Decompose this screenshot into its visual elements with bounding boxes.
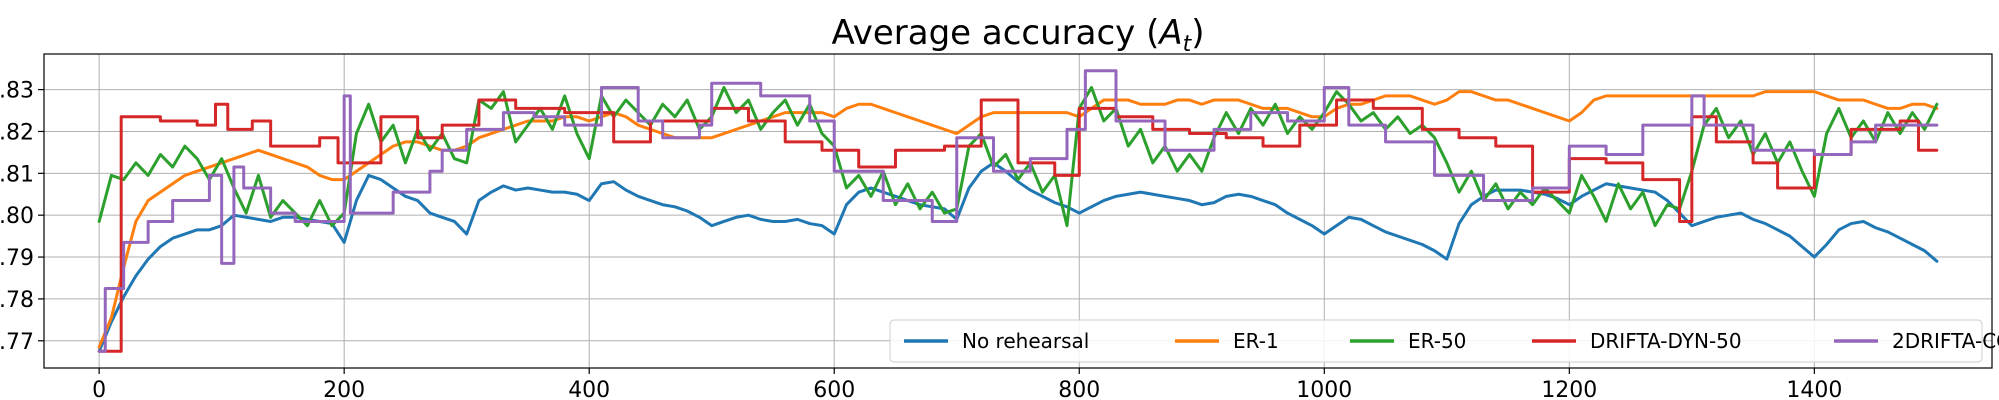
legend-box [889, 319, 1983, 363]
series-line-no-rehearsal [97, 161, 1939, 353]
axes-layer: 0 200 400 600 800 1000 1200 1400 .77 .78 .79 .80 .81… [0, 53, 1993, 400]
chart-title: Average accuracy (At) [831, 13, 1204, 57]
x-tick-label-3: 600 [813, 378, 855, 400]
series-layer [97, 69, 1939, 353]
y-tick-label-3: .80 [0, 204, 34, 229]
x-tick-label-0: 0 [92, 378, 106, 400]
x-tick-label-1: 200 [323, 378, 365, 400]
y-tick-label-0: .77 [0, 330, 34, 355]
x-tick-label-7: 1400 [1786, 378, 1842, 400]
x-tick-label-5: 1000 [1296, 378, 1352, 400]
y-tick-label-4: .81 [0, 162, 34, 187]
y-tick-label-2: .79 [0, 246, 34, 271]
y-tick-label-5: .82 [0, 120, 34, 145]
chart-title-variable: A [1157, 13, 1182, 53]
legend-label-4: 2DRIFTA-CONV [1892, 329, 1999, 353]
legend: No rehearsal ER-1 ER-50 DRIFTA-DYN-50 2DRIFT… [889, 319, 1999, 363]
plot-frame [43, 53, 1993, 369]
legend-label-1: ER-1 [1233, 329, 1279, 353]
chart-title-main: Average accuracy ( [831, 13, 1159, 53]
series-line-2drifta-conv [97, 69, 1939, 353]
legend-label-3: DRIFTA-DYN-50 [1590, 329, 1742, 353]
legend-label-2: ER-50 [1408, 329, 1466, 353]
chart-title-end: ) [1191, 13, 1204, 53]
x-tick-label-6: 1200 [1541, 378, 1597, 400]
series-line-er-50 [97, 85, 1939, 228]
legend-label-0: No rehearsal [962, 329, 1089, 353]
y-tick-label-6: .83 [0, 79, 34, 104]
x-tick-label-2: 400 [568, 378, 610, 400]
chart-title-subscript: t [1183, 32, 1193, 57]
x-tick-label-4: 800 [1058, 378, 1100, 400]
series-line-drifta-dyn-50 [97, 98, 1939, 353]
y-tick-label-1: .78 [0, 288, 34, 313]
